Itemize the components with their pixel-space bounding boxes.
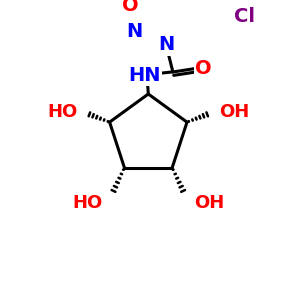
Text: OH: OH [194, 194, 225, 212]
Text: HN: HN [128, 66, 160, 85]
Text: OH: OH [219, 103, 250, 121]
Text: O: O [122, 0, 139, 15]
Text: N: N [126, 22, 142, 41]
Text: O: O [195, 59, 212, 78]
Text: HO: HO [47, 103, 77, 121]
Text: Cl: Cl [234, 7, 255, 26]
Text: HO: HO [72, 194, 102, 212]
Text: N: N [158, 35, 174, 54]
